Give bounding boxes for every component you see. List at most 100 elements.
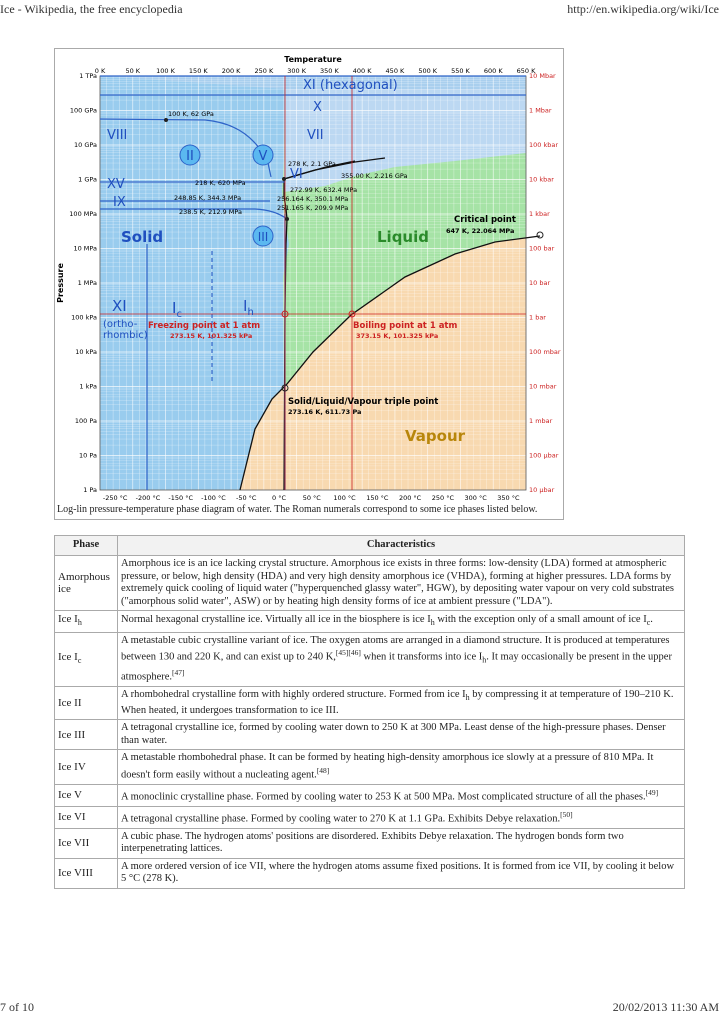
label-xi-sub: (ortho-rhombic) (103, 319, 148, 341)
left-tick-label: 100 Pa (75, 417, 97, 425)
label-xi: XI (112, 297, 127, 315)
right-tick-label: 1 bar (529, 314, 546, 322)
label-ii: II (186, 149, 194, 164)
phase-cell: Ice VIII (54, 857, 118, 889)
triple-point-label: Solid/Liquid/Vapour triple point (288, 397, 438, 407)
right-tick-label: 10 Mbar (529, 72, 556, 80)
right-tick-label: 100 kbar (529, 141, 558, 149)
annotation-251k: 251.165 K, 209.9 MPa (277, 204, 348, 212)
triple-point-value: 273.16 K, 611.73 Pa (288, 408, 361, 416)
characteristics-cell: A metastable cubic crystalline variant o… (117, 631, 685, 688)
label-v: V (259, 149, 268, 164)
phase-cell: Ice V (54, 783, 118, 807)
right-tick-label: 1 kbar (529, 210, 550, 218)
page-number-footer: 7 of 10 (0, 1000, 34, 1014)
top-axis-title: Temperature (284, 55, 342, 64)
table-row: Ice Ih Normal hexagonal crystalline ice.… (54, 610, 685, 633)
label-xv: XV (107, 177, 125, 192)
critical-point-label: Critical point (454, 215, 516, 225)
table-row: Ice V A monoclinic crystalline phase. Fo… (54, 783, 685, 807)
left-tick-label: 1 Pa (83, 486, 97, 494)
left-tick-label: 1 kPa (79, 383, 97, 391)
annotation-272k: 272.99 K, 632.4 MPa (290, 186, 357, 194)
triple-point-marker (281, 384, 289, 392)
top-tick-label: 500 K (418, 67, 437, 75)
right-tick-label: 100 bar (529, 245, 555, 253)
label-iii: III (258, 230, 269, 244)
top-tick-label: 0 K (95, 67, 106, 75)
bottom-tick-label: -100 °C (201, 494, 226, 502)
phase-diagram-figure: 0 K 50 K 100 K 150 K 200 K 250 K 300 K 350 K 400… (54, 48, 564, 520)
bottom-tick-label: -250 °C (103, 494, 128, 502)
phase-cell: Ice Ih (54, 610, 118, 633)
top-tick-label: 100 K (156, 67, 175, 75)
left-axis-title: Pressure (56, 263, 65, 303)
annotation-278k: 278 K, 2.1 GPa (288, 160, 336, 168)
table-header-row: Phase Characteristics (54, 535, 685, 556)
characteristics-cell: A metastable rhombohedral phase. It can … (117, 749, 685, 785)
header-phase: Phase (54, 535, 118, 556)
top-tick-label: 350 K (320, 67, 339, 75)
table-row: Ice III A tetragonal crystalline ice, fo… (54, 719, 685, 751)
ice-phases-table: Phase Characteristics Amorphous ice Amor… (54, 535, 685, 889)
figure-caption: Log-lin pressure-temperature phase diagr… (57, 504, 538, 515)
label-viii: VIII (107, 128, 127, 143)
top-tick-label: 250 K (254, 67, 273, 75)
annotation-238k: 238.5 K, 212.9 MPa (179, 208, 242, 216)
left-tick-label: 1 TPa (79, 72, 97, 80)
bottom-tick-label: 250 °C (432, 494, 455, 502)
right-tick-label: 100 mbar (529, 348, 561, 356)
top-tick-label: 200 K (222, 67, 241, 75)
ice-phase-boundaries (99, 75, 526, 490)
bottom-tick-label: -200 °C (136, 494, 161, 502)
table-row: Ice Ic A metastable cubic crystalline va… (54, 631, 685, 688)
characteristics-cell: Amorphous ice is an ice lacking crystal … (117, 555, 685, 611)
top-tick-label: 450 K (386, 67, 405, 75)
label-ic: Ic (172, 299, 182, 320)
bottom-tick-label: 150 °C (366, 494, 389, 502)
right-tick-label: 10 mbar (529, 383, 557, 391)
top-tick-label: 300 K (287, 67, 306, 75)
vapour-region (240, 237, 526, 490)
citation-link[interactable]: [47] (172, 668, 185, 678)
table-row: Ice IV A metastable rhombohedral phase. … (54, 749, 685, 785)
page-title-header: Ice - Wikipedia, the free encyclopedia (0, 2, 183, 16)
right-tick-label: 1 mbar (529, 417, 553, 425)
phase-cell: Ice VII (54, 827, 118, 859)
header-characteristics: Characteristics (117, 535, 685, 556)
table-row: Amorphous ice Amorphous ice is an ice la… (54, 555, 685, 611)
characteristics-cell: A tetragonal crystalline phase. Formed b… (117, 805, 685, 829)
table-row: Ice II A rhombohedral crystalline form w… (54, 686, 685, 721)
citation-link[interactable]: [50] (560, 809, 573, 819)
citation-link[interactable]: [45][46] (335, 648, 361, 658)
bottom-tick-label: 100 °C (333, 494, 356, 502)
right-tick-label: 1 Mbar (529, 107, 552, 115)
left-tick-label: 1 GPa (78, 176, 97, 184)
freezing-point-value: 273.15 K, 101.325 kPa (170, 332, 252, 340)
right-tick-label: 10 µbar (529, 486, 555, 494)
right-tick-label: 10 kbar (529, 176, 554, 184)
characteristics-cell: A more ordered version of ice VII, where… (117, 857, 685, 889)
citation-link[interactable]: [49] (645, 787, 659, 797)
freezing-point-marker (281, 310, 289, 318)
top-tick-label: 650 K (517, 67, 536, 75)
boiling-point-marker (348, 310, 356, 318)
phase-diagram: 0 K 50 K 100 K 150 K 200 K 250 K 300 K 350 K 400… (56, 55, 561, 502)
table-row: Ice VIII A more ordered version of ice V… (54, 857, 685, 889)
right-tick-label: 10 bar (529, 279, 550, 287)
characteristics-cell: A tetragonal crystalline ice, formed by … (117, 719, 685, 751)
label-solid: Solid (121, 228, 163, 246)
annotation-256k: 256.164 K, 350.1 MPa (277, 195, 348, 203)
label-x: X (313, 100, 322, 115)
phase-cell: Ice Ic (54, 631, 118, 688)
critical-point-marker (536, 231, 544, 239)
citation-link[interactable]: [48] (316, 765, 330, 775)
characteristics-cell: A cubic phase. The hydrogen atoms' posit… (117, 827, 685, 859)
left-tick-label: 100 kPa (71, 314, 97, 322)
left-tick-label: 100 GPa (70, 107, 97, 115)
annotation-100k: 100 K, 62 GPa (168, 110, 214, 118)
bottom-tick-label: 350 °C (497, 494, 520, 502)
characteristics-cell: Normal hexagonal crystalline ice. Virtua… (117, 610, 685, 633)
annotation-248k: 248.85 K, 344.3 MPa (174, 194, 241, 202)
phase-cell: Ice VI (54, 805, 118, 829)
